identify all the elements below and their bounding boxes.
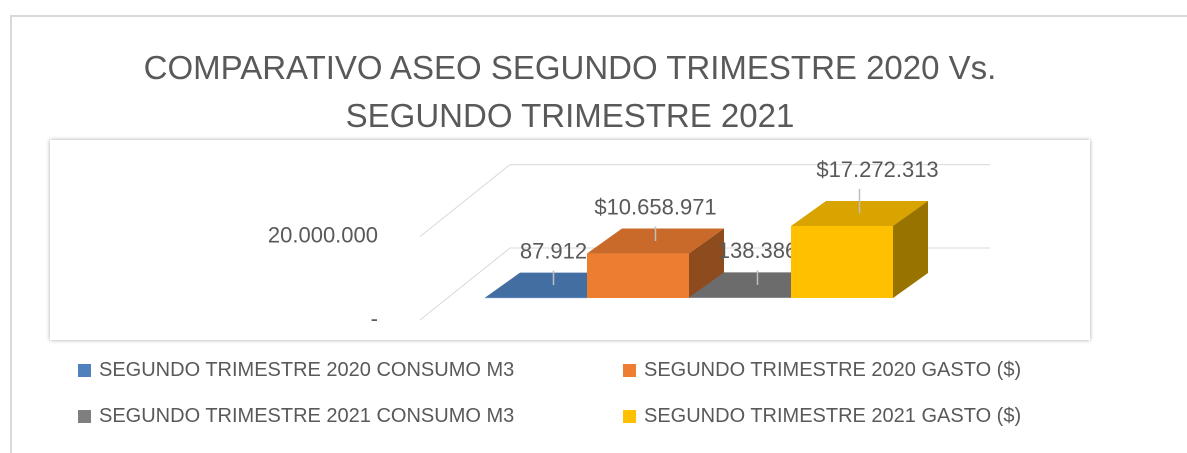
data-label: 87.912 xyxy=(520,238,587,263)
grid-line xyxy=(419,164,990,237)
bar xyxy=(587,228,724,298)
legend-label: SEGUNDO TRIMESTRE 2021 GASTO ($) xyxy=(644,404,1022,427)
bar-front xyxy=(689,297,791,298)
y-tick-label: 20.000.000 xyxy=(268,222,378,247)
legend-swatch xyxy=(623,409,636,423)
data-label: $10.658.971 xyxy=(594,194,716,219)
bar-front xyxy=(587,253,689,298)
bar xyxy=(791,200,928,298)
chart-title: COMPARATIVO ASEO SEGUNDO TRIMESTRE 2020 … xyxy=(143,49,997,134)
legend-item: SEGUNDO TRIMESTRE 2020 GASTO ($) xyxy=(623,357,1123,383)
legend-label: SEGUNDO TRIMESTRE 2021 CONSUMO M3 xyxy=(99,404,515,427)
legend: SEGUNDO TRIMESTRE 2020 CONSUMO M3 SEGUNDO… xyxy=(78,357,1123,429)
legend-label: SEGUNDO TRIMESTRE 2020 CONSUMO M3 xyxy=(99,358,515,381)
bar-side xyxy=(689,228,724,298)
bar-side xyxy=(893,200,928,298)
legend-item: SEGUNDO TRIMESTRE 2020 CONSUMO M3 xyxy=(78,357,623,383)
y-tick-label: - xyxy=(371,306,378,331)
legend-swatch xyxy=(623,363,636,377)
legend-swatch xyxy=(78,409,91,423)
legend-label: SEGUNDO TRIMESTRE 2020 GASTO ($) xyxy=(644,358,1022,381)
legend-item: SEGUNDO TRIMESTRE 2021 CONSUMO M3 xyxy=(78,403,623,429)
legend-swatch xyxy=(78,363,91,377)
legend-item: SEGUNDO TRIMESTRE 2021 GASTO ($) xyxy=(623,403,1123,429)
frame xyxy=(10,15,1187,453)
data-label: $17.272.313 xyxy=(816,157,938,182)
bar-front xyxy=(791,225,893,298)
data-label: 138.386 xyxy=(718,238,798,263)
bar-front xyxy=(485,297,587,299)
